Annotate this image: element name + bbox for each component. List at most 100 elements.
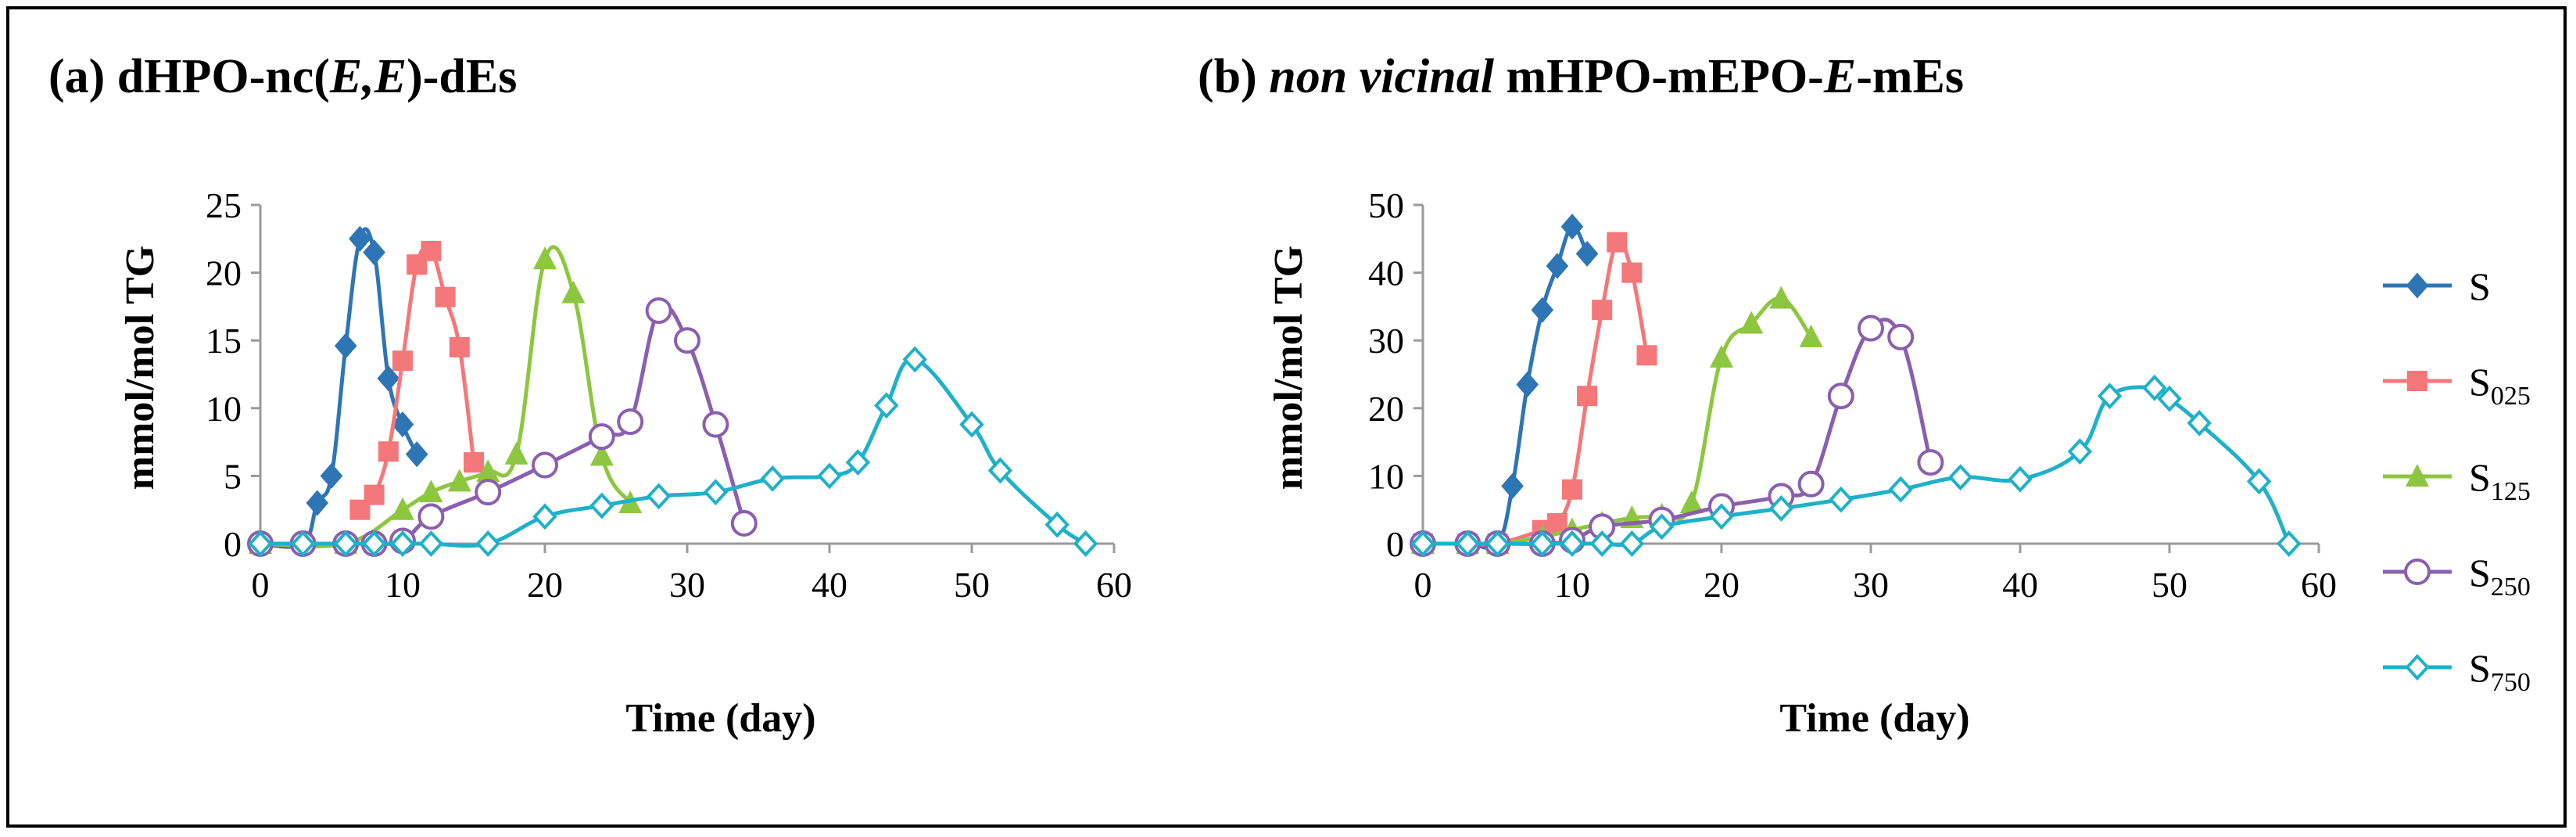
legend-label-main: S	[2469, 360, 2491, 404]
data-point	[532, 503, 557, 530]
x-tick-label: 60	[2301, 565, 2337, 605]
data-point	[646, 483, 672, 510]
data-point	[248, 530, 273, 557]
data-point	[533, 246, 557, 270]
data-point	[2405, 654, 2430, 681]
x-tick-label: 0	[252, 565, 270, 605]
y-tick-label: 20	[206, 253, 242, 293]
x-tick-label: 20	[1704, 565, 1739, 605]
series-line	[1423, 318, 1933, 546]
title-segment: mHPO-mEPO-	[1494, 50, 1824, 103]
legend-label-subscript: 250	[2491, 573, 2531, 602]
series-s750	[248, 346, 1098, 557]
data-point	[1636, 345, 1657, 366]
data-point	[1887, 323, 1915, 350]
data-point	[320, 462, 343, 489]
y-axis-label-a: mmol/mol TG	[118, 246, 163, 490]
data-point	[1560, 530, 1585, 557]
data-point	[1619, 530, 1645, 557]
y-tick-label: 25	[206, 185, 242, 225]
data-point	[2142, 374, 2167, 401]
data-point	[2404, 559, 2431, 585]
y-tick-label: 40	[1368, 253, 1404, 293]
x-tick-label: 20	[527, 565, 563, 605]
data-point	[1410, 530, 1435, 557]
figure-frame	[6, 6, 2567, 828]
series-line	[260, 304, 747, 546]
legend-label: S125	[2469, 455, 2531, 506]
data-point	[1797, 470, 1825, 498]
data-point	[290, 530, 316, 557]
data-point	[349, 225, 371, 252]
data-point	[1575, 240, 1599, 267]
chart-title-a: (a) dHPO-nc(E,E)-dEs	[48, 50, 517, 103]
data-point	[1739, 311, 1764, 334]
x-tick-label: 60	[1096, 565, 1132, 605]
data-point	[2407, 371, 2427, 391]
x-tick-label: 50	[2151, 565, 2187, 605]
y-tick-label: 20	[1368, 389, 1404, 429]
data-point	[588, 423, 615, 451]
data-point	[730, 510, 758, 537]
x-tick-label: 10	[385, 565, 421, 605]
data-point	[561, 280, 586, 304]
data-point	[447, 469, 471, 492]
x-tick-label: 40	[811, 565, 847, 605]
data-point	[377, 365, 400, 392]
data-point	[1577, 386, 1598, 407]
chart-panel-a: (a) dHPO-nc(E,E)-dEs mmol/mol TG Time (d…	[48, 50, 1132, 741]
data-point	[417, 503, 445, 530]
data-point	[2157, 385, 2182, 412]
data-point	[476, 459, 500, 483]
data-point	[419, 480, 443, 503]
data-point	[391, 497, 414, 520]
data-point	[391, 411, 414, 438]
series-s025	[349, 240, 484, 520]
data-point	[760, 465, 785, 492]
data-point	[817, 462, 842, 490]
series-line	[1423, 225, 1589, 551]
data-point	[475, 530, 500, 557]
series-line	[1423, 239, 1649, 547]
x-tick-label: 30	[1853, 565, 1889, 605]
data-point	[674, 327, 700, 354]
data-point	[1455, 530, 1481, 557]
y-tick-label: 50	[1368, 185, 1404, 225]
data-point	[2008, 465, 2033, 493]
data-point	[1621, 262, 1643, 283]
data-point	[435, 286, 456, 307]
data-point	[1769, 286, 1793, 309]
y-tick-label: 0	[224, 524, 242, 564]
data-point	[1710, 344, 1733, 368]
data-point	[874, 392, 899, 419]
data-point	[392, 350, 413, 372]
legend-label-subscript: 750	[2491, 668, 2531, 697]
legend-label: S250	[2469, 551, 2531, 602]
data-point	[2406, 464, 2429, 487]
chart-title-b: (b) non vicinal mHPO-mEPO-E-mEs	[1198, 50, 1964, 103]
data-point	[449, 336, 470, 357]
title-segment: E,E	[329, 50, 407, 103]
legend-label-main: S	[2469, 455, 2491, 499]
data-point	[504, 441, 528, 465]
data-point	[1799, 324, 1823, 347]
data-point	[1829, 486, 1854, 513]
title-segment: E	[1823, 50, 1856, 103]
title-segment: )-dEs	[407, 50, 517, 103]
legend-item: S125	[2383, 455, 2531, 506]
data-point	[1589, 530, 1614, 557]
legend-label-subscript: 125	[2491, 477, 2531, 506]
y-axis-label-b: mmol/mol TG	[1267, 246, 1311, 490]
data-point	[2097, 383, 2123, 410]
data-point	[2246, 468, 2272, 495]
axes-a: 0 10 20 30 40 50 60 0 5 10 15 20 25	[206, 185, 1132, 605]
x-tick-label: 40	[2002, 565, 2038, 605]
data-point	[1546, 253, 1569, 279]
series-line	[1423, 296, 1813, 547]
data-point	[987, 457, 1013, 484]
y-tick-label: 0	[1386, 524, 1404, 564]
data-point	[2187, 409, 2212, 436]
data-point	[306, 490, 329, 516]
data-point	[645, 297, 672, 325]
y-tick-label: 15	[206, 321, 242, 361]
